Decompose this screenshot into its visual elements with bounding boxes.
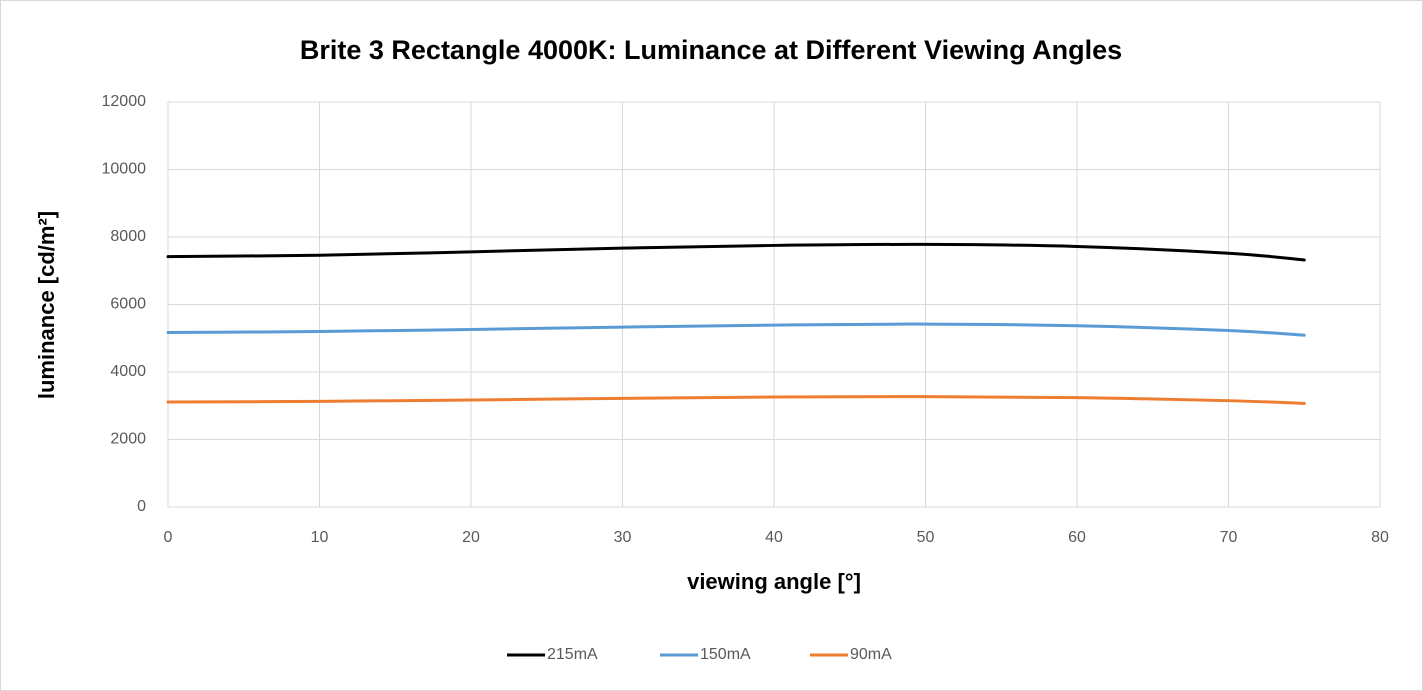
line-series xyxy=(166,395,1306,405)
x-tick-label: 50 xyxy=(917,529,935,546)
legend-label: 150mA xyxy=(700,646,751,663)
legend-label: 90mA xyxy=(850,646,892,663)
x-tick-label: 40 xyxy=(765,529,783,546)
line-series xyxy=(166,322,1306,337)
y-tick-label: 4000 xyxy=(110,363,146,380)
x-tick-label: 0 xyxy=(164,529,173,546)
x-axis-title: viewing angle [°] xyxy=(687,569,861,594)
x-tick-label: 10 xyxy=(311,529,329,546)
y-axis-title: luminance [cd/m²] xyxy=(34,211,59,399)
chart-title: Brite 3 Rectangle 4000K: Luminance at Di… xyxy=(300,35,1122,65)
line-series xyxy=(166,242,1306,262)
x-tick-label: 70 xyxy=(1220,529,1238,546)
x-tick-label: 80 xyxy=(1371,529,1389,546)
x-tick-label: 60 xyxy=(1068,529,1086,546)
y-tick-label: 8000 xyxy=(110,228,146,245)
y-tick-label: 10000 xyxy=(102,161,147,178)
x-tick-label: 30 xyxy=(614,529,632,546)
legend-label: 215mA xyxy=(547,646,598,663)
y-tick-label: 0 xyxy=(137,498,146,515)
x-tick-label: 20 xyxy=(462,529,480,546)
y-tick-label: 2000 xyxy=(110,431,146,448)
y-tick-label: 6000 xyxy=(110,296,146,313)
y-tick-label: 12000 xyxy=(102,93,147,110)
